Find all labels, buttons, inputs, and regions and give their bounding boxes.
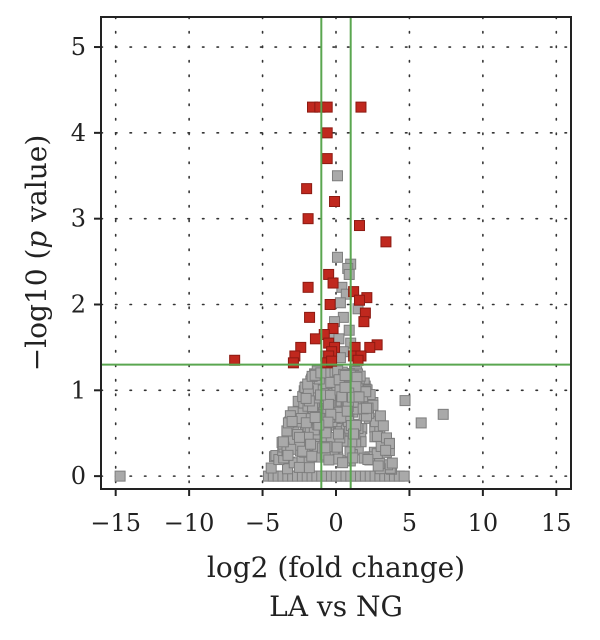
cloud-point xyxy=(282,463,294,475)
y-tick-label: 4 xyxy=(71,119,86,147)
significant-point xyxy=(329,196,341,208)
nonsignificant-point xyxy=(114,470,126,482)
nonsignificant-point xyxy=(331,170,343,182)
cloud-point xyxy=(377,420,389,432)
x-tick-label: −10 xyxy=(164,509,215,537)
x-tick-label: 0 xyxy=(328,509,343,537)
cloud-point xyxy=(322,416,334,428)
significant-points xyxy=(229,101,392,369)
y-tick-label: 3 xyxy=(71,205,86,233)
cloud-point xyxy=(306,450,318,462)
nonsignificant-point xyxy=(331,251,343,263)
cloud-point xyxy=(351,371,363,383)
cloud-point xyxy=(341,405,353,417)
significant-point xyxy=(321,127,333,139)
x-tick-label: 5 xyxy=(402,509,417,537)
significant-point xyxy=(302,281,314,293)
cloud-point xyxy=(336,391,348,403)
cloud-point xyxy=(380,444,392,456)
significant-point xyxy=(327,277,339,289)
x-axis-title: log2 (fold change) xyxy=(207,551,465,584)
x-tick-label: −15 xyxy=(90,509,141,537)
cloud-point xyxy=(353,391,365,403)
significant-point xyxy=(380,236,392,248)
cloud-point xyxy=(319,442,331,454)
significant-point xyxy=(287,357,299,369)
significant-point xyxy=(354,294,365,306)
cloud-point xyxy=(398,470,410,482)
significant-point xyxy=(302,213,314,225)
cloud-point xyxy=(303,462,315,474)
cloud-point xyxy=(386,457,398,469)
nonsignificant-point xyxy=(343,324,355,336)
nonsignificant-point xyxy=(399,395,411,407)
cloud-point xyxy=(362,454,374,466)
y-tick-label: 1 xyxy=(71,376,86,404)
significant-point xyxy=(364,341,376,353)
x-tick-label: −5 xyxy=(245,509,280,537)
significant-point xyxy=(321,101,333,113)
cloud-point xyxy=(331,441,343,453)
cloud-point xyxy=(277,436,289,448)
significant-point xyxy=(327,323,339,335)
significant-point xyxy=(358,316,370,328)
cloud-point xyxy=(347,452,359,464)
nonsignificant-point-cloud xyxy=(262,365,410,482)
x-tick-label: 15 xyxy=(541,509,572,537)
threshold-lines xyxy=(101,17,571,489)
cloud-point xyxy=(371,430,383,442)
nonsignificant-point xyxy=(437,408,449,420)
y-axis-title: −log10 (p value) xyxy=(20,135,53,372)
significant-point xyxy=(354,220,365,232)
cloud-point xyxy=(323,454,335,466)
cloud-point xyxy=(339,369,351,381)
y-tick-label: 5 xyxy=(71,33,86,61)
axis-ticks: −15 −10 −5 0 5 10 15 0 1 2 3 4 5 xyxy=(71,33,572,537)
significant-point xyxy=(321,153,333,165)
cloud-point xyxy=(324,389,336,401)
y-tick-label: 0 xyxy=(71,462,86,490)
chart-subtitle: LA vs NG xyxy=(269,590,403,623)
cloud-point xyxy=(332,428,344,440)
cloud-point xyxy=(300,392,312,404)
cloud-point xyxy=(374,410,386,422)
cloud-point xyxy=(339,381,351,393)
cloud-point xyxy=(361,402,373,414)
cloud-point xyxy=(348,428,360,440)
significant-point xyxy=(309,333,321,345)
significant-point xyxy=(324,298,336,310)
cloud-point xyxy=(337,457,349,469)
cloud-point xyxy=(293,431,305,443)
significant-point xyxy=(355,101,367,113)
significant-point xyxy=(301,183,313,195)
significant-point xyxy=(348,286,360,298)
cloud-point xyxy=(265,462,277,474)
y-tick-label: 2 xyxy=(71,290,86,318)
cloud-point xyxy=(282,449,294,461)
nonsignificant-point xyxy=(334,297,346,309)
cloud-point xyxy=(322,398,334,410)
cloud-point xyxy=(309,411,321,423)
x-tick-label: 10 xyxy=(468,509,499,537)
cloud-point xyxy=(293,461,305,473)
cloud-point xyxy=(286,415,298,427)
cloud-point xyxy=(305,438,317,450)
nonsignificant-point xyxy=(343,268,355,280)
significant-point xyxy=(326,355,338,367)
significant-point xyxy=(295,341,307,353)
cloud-point xyxy=(372,460,384,472)
nonsignificant-point xyxy=(415,417,427,429)
significant-point xyxy=(304,311,316,323)
